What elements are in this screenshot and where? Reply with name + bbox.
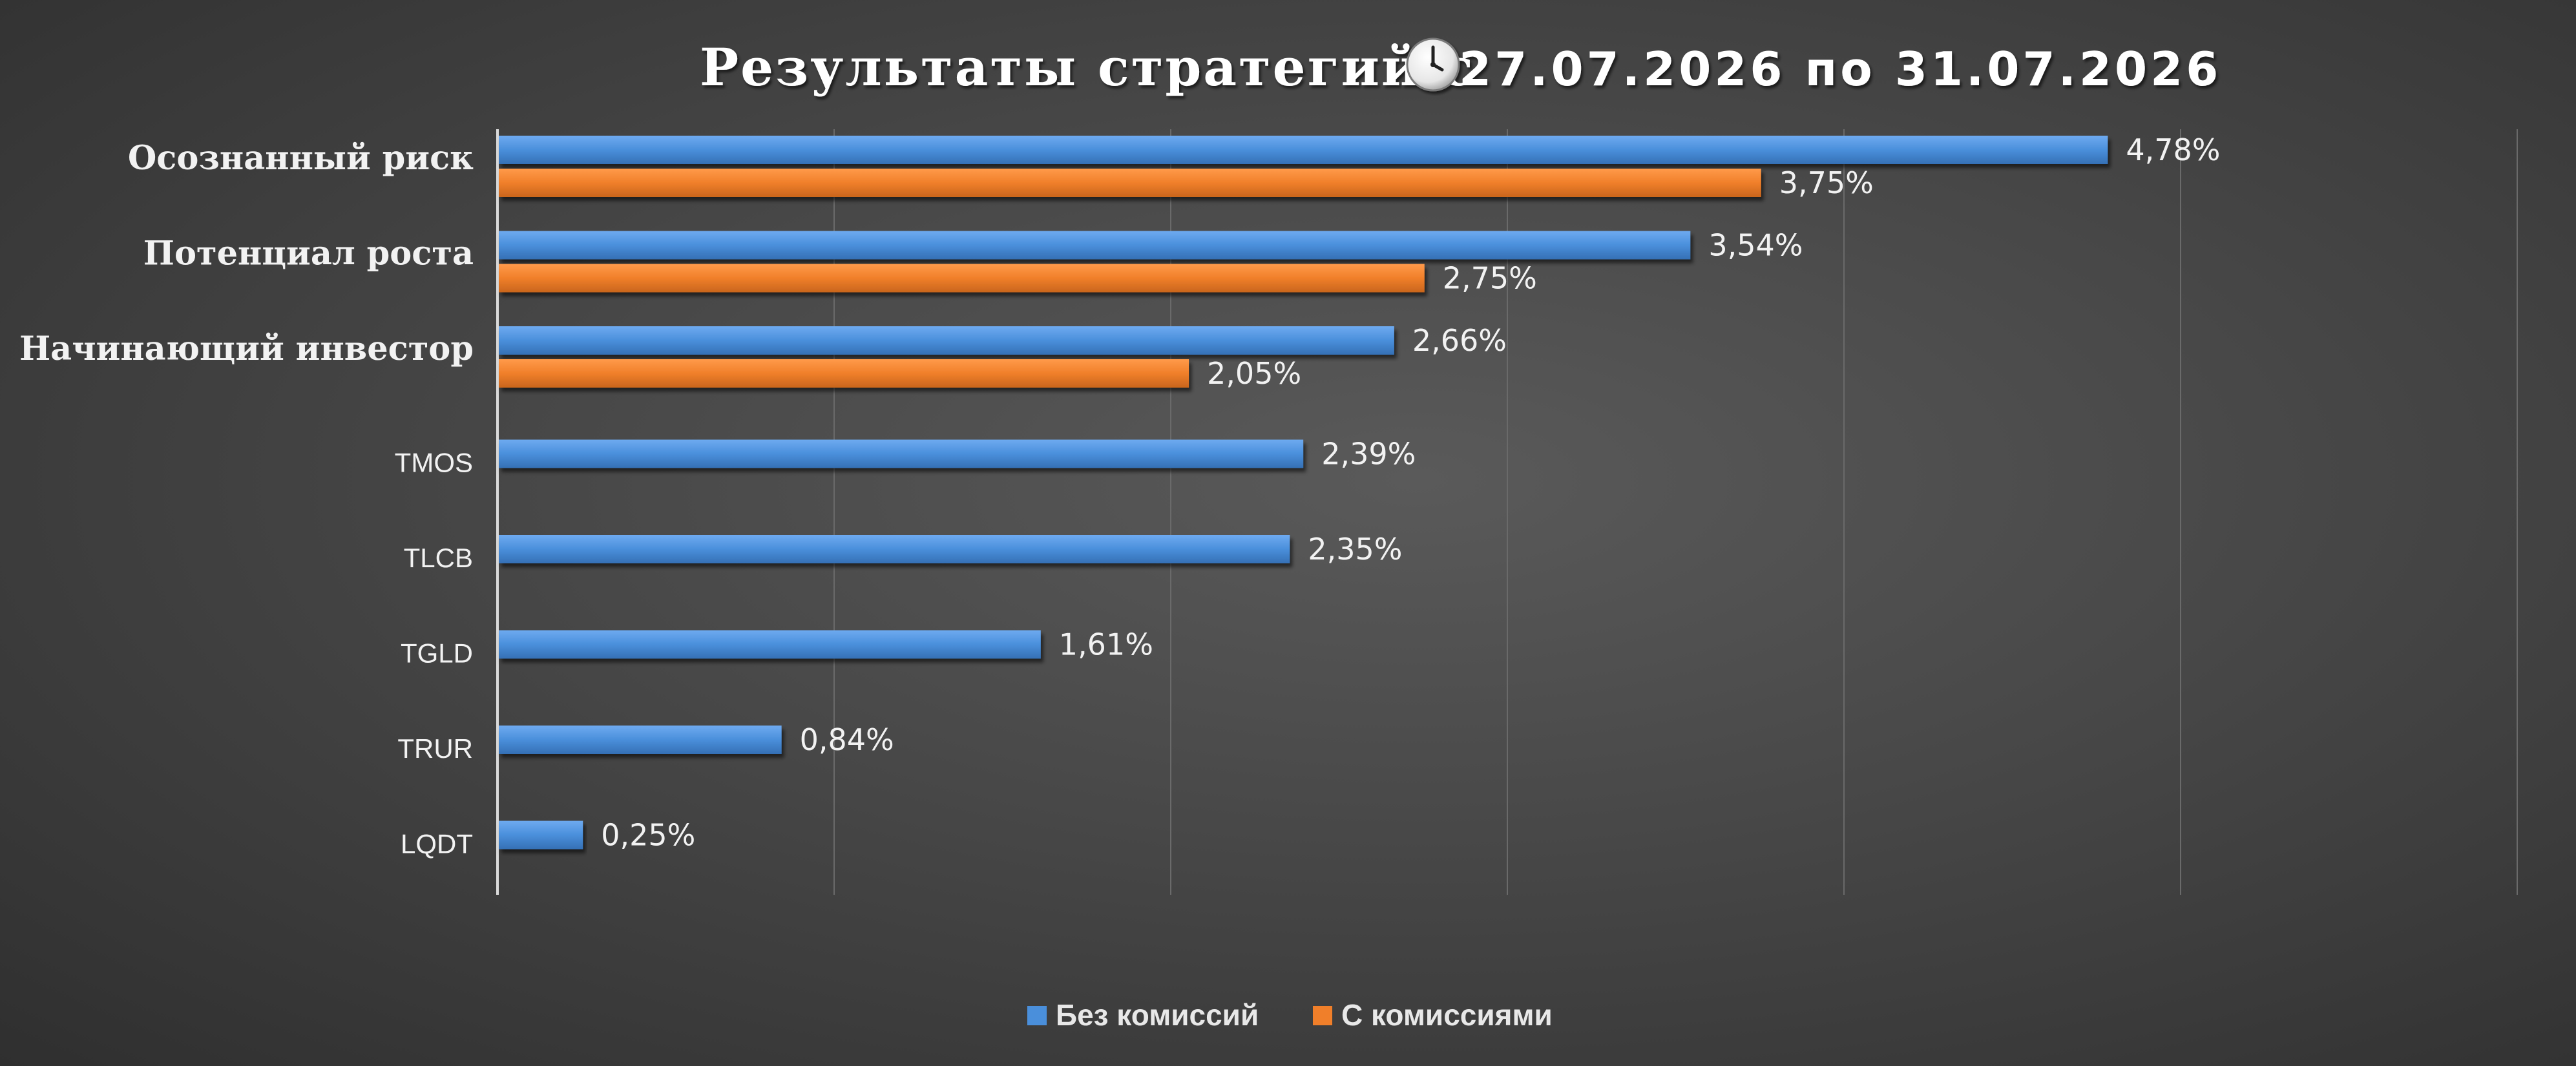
data-label: 0,25% <box>601 818 695 853</box>
data-label: 1,61% <box>1059 627 1153 662</box>
category-label: TLCB <box>404 543 473 573</box>
category-label: Потенциал роста <box>143 235 474 273</box>
category-label: TMOS <box>395 448 473 478</box>
data-label: 3,54% <box>1708 228 1803 263</box>
legend-swatch <box>1027 1006 1047 1025</box>
clock-icon <box>1406 37 1460 92</box>
data-label: 2,75% <box>1443 261 1537 296</box>
category-label: Начинающий инвестор <box>19 329 474 368</box>
legend-label: Без комиссий <box>1056 998 1259 1032</box>
category-label: TGLD <box>401 638 473 669</box>
title-text: Результаты стратегий с <box>700 37 1475 98</box>
category-label: TRUR <box>397 733 473 764</box>
bar-no-commission <box>499 726 782 754</box>
data-label: 4,78% <box>2126 132 2220 167</box>
bar-no-commission <box>499 326 1394 355</box>
data-label: 3,75% <box>1779 165 1874 200</box>
legend: Без комиссий С комиссиями <box>1027 998 1553 1032</box>
data-label: 2,39% <box>1321 437 1416 472</box>
bar-with-commission <box>499 264 1425 293</box>
bar-no-commission <box>499 231 1691 260</box>
bar-no-commission <box>499 439 1304 468</box>
chart-title: Результаты стратегий с 27.07.2026 по 31.… <box>700 37 2221 98</box>
bar-no-commission <box>499 535 1290 563</box>
data-label: 2,35% <box>1308 532 1402 567</box>
category-label: Осознанный риск <box>128 139 474 178</box>
bar-no-commission <box>499 820 583 850</box>
bar-with-commission <box>499 169 1761 197</box>
data-label: 2,66% <box>1412 323 1507 358</box>
data-label: 0,84% <box>800 722 894 757</box>
data-label: 2,05% <box>1207 356 1301 391</box>
title-dates: 27.07.2026 по 31.07.2026 <box>1459 42 2221 96</box>
bar-no-commission <box>499 630 1041 659</box>
bars <box>499 136 2108 850</box>
legend-swatch <box>1313 1006 1332 1025</box>
data-labels: 4,78% 3,75% 3,54% 2,75% 2,66% 2,05% 2,39% 2,35%… <box>601 132 2220 853</box>
category-label: LQDT <box>401 829 473 859</box>
bar-with-commission <box>499 359 1189 388</box>
bar-no-commission <box>499 136 2108 164</box>
legend-label: С комиссиями <box>1341 998 1553 1032</box>
category-labels: Осознанный риск Потенциал роста Начинающи… <box>19 139 474 859</box>
